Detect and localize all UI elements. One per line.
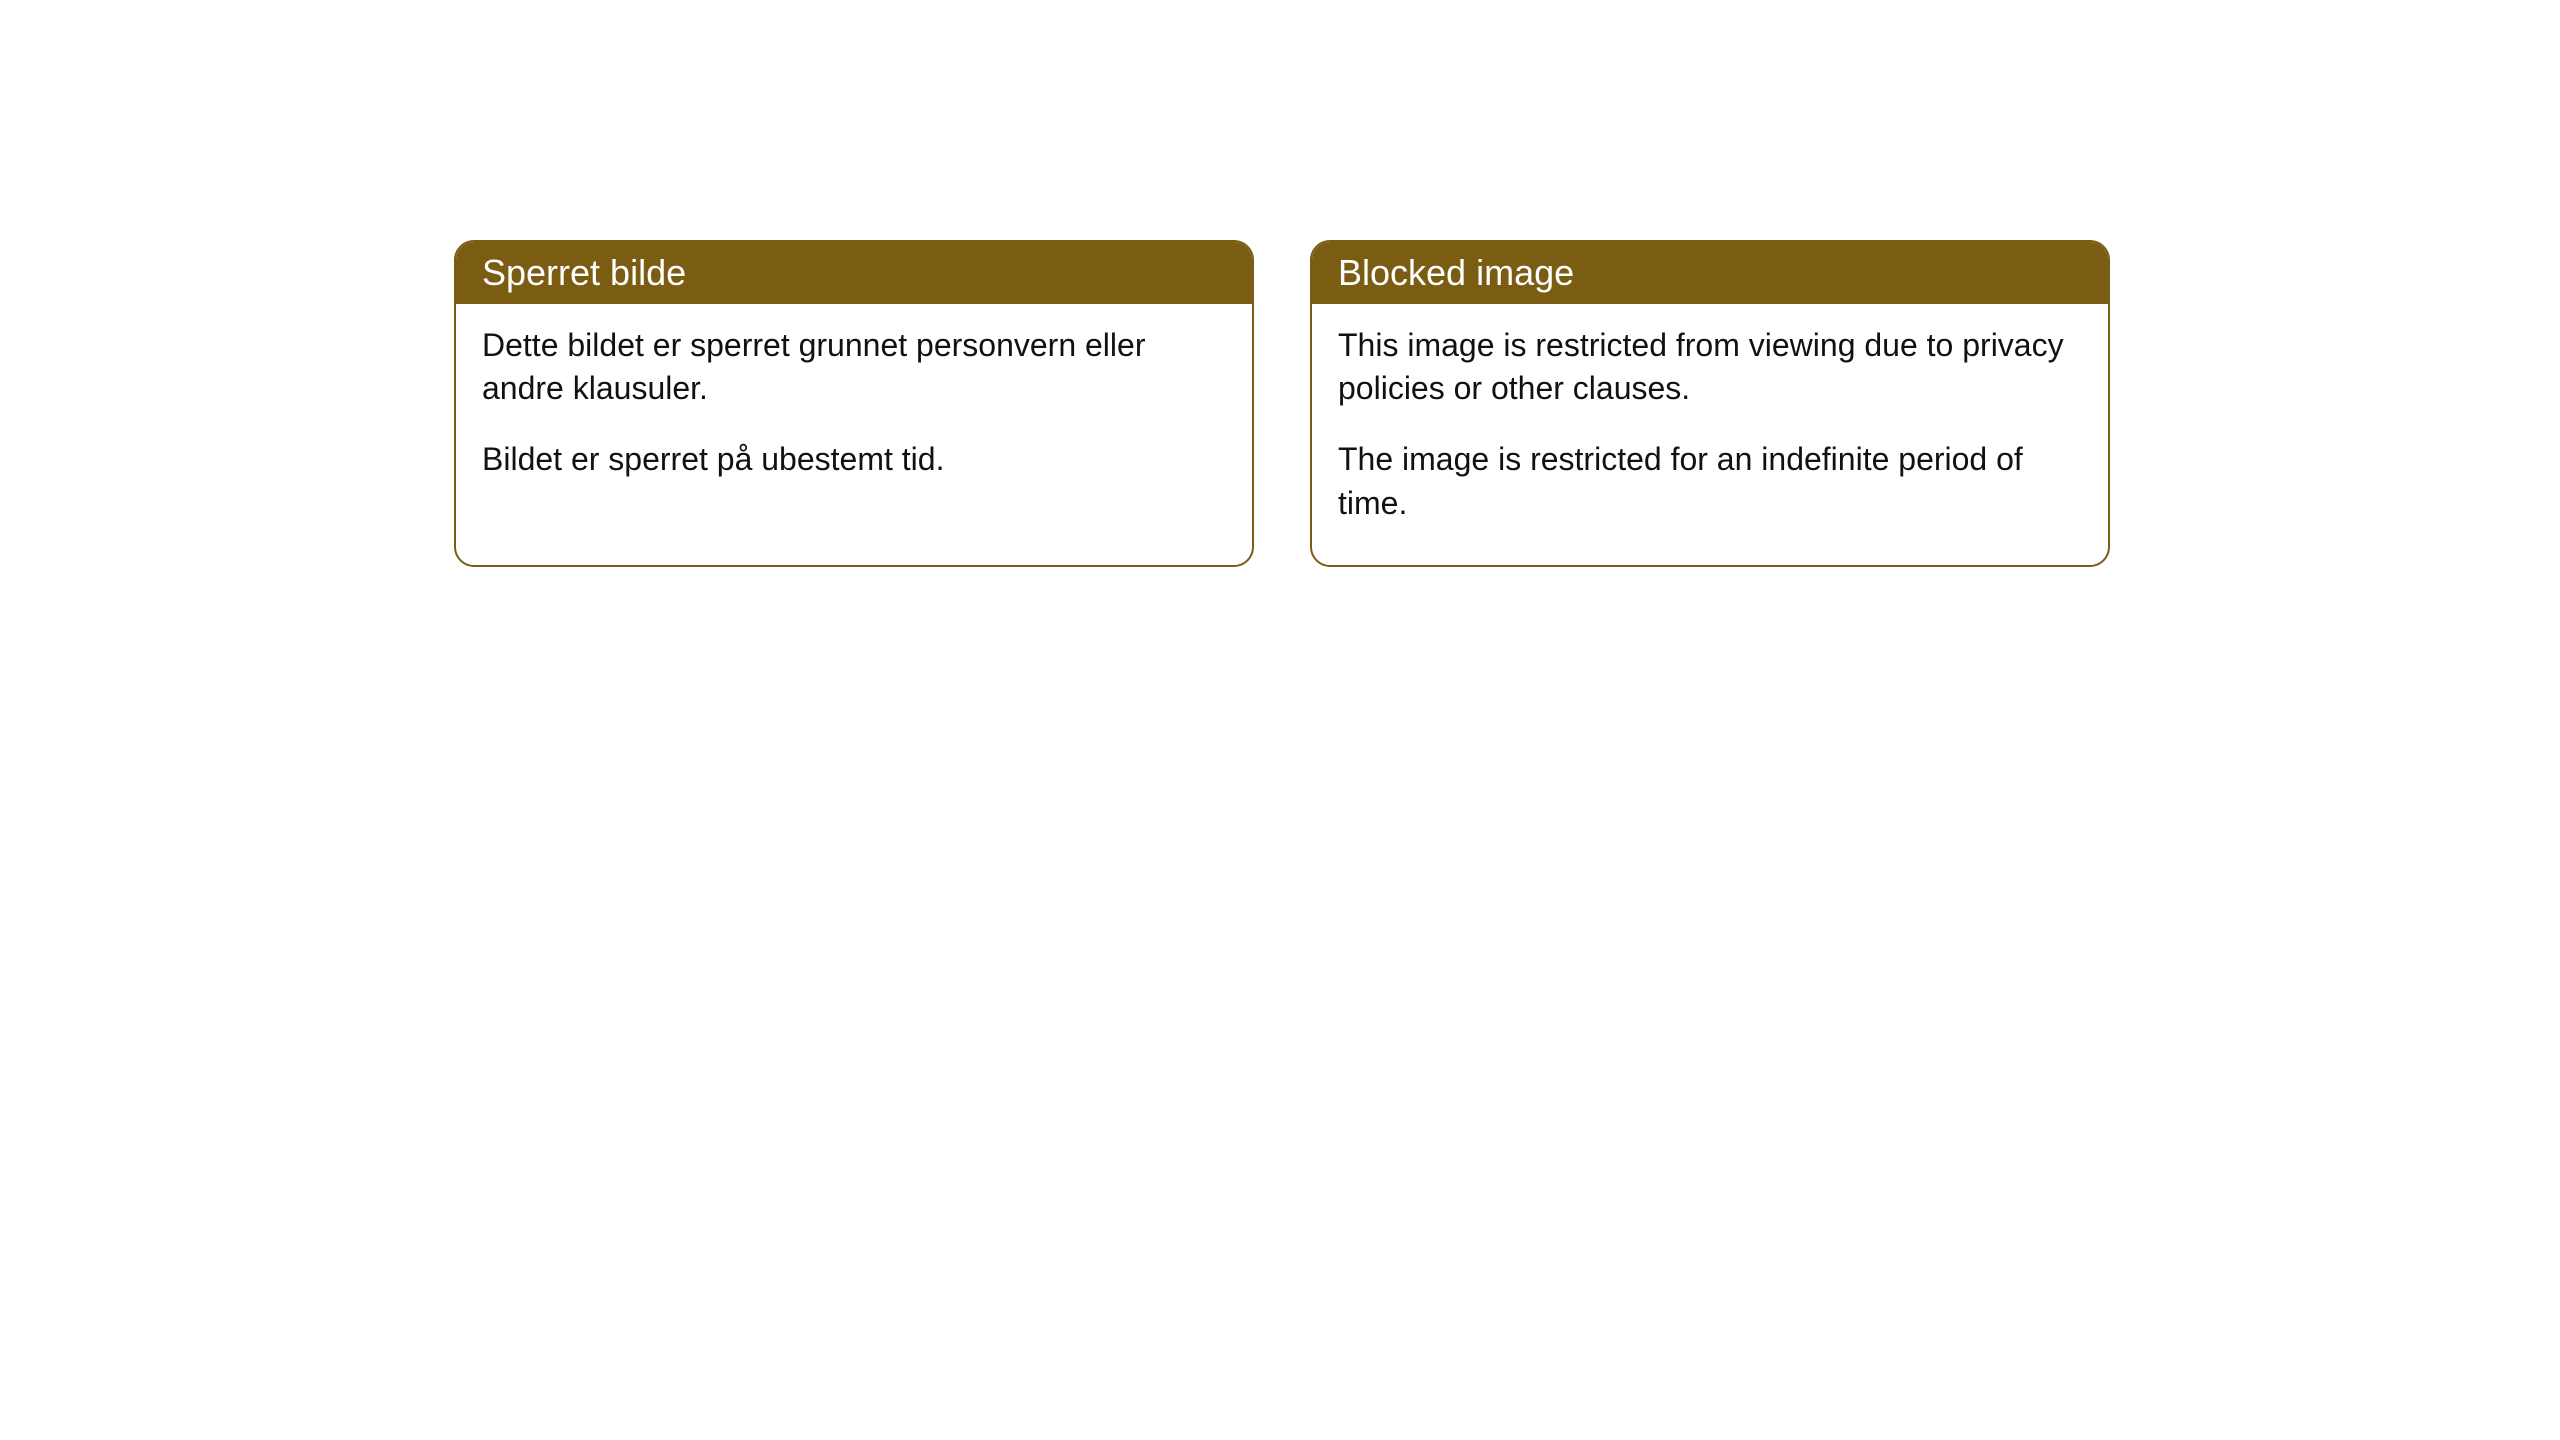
card-body-en: This image is restricted from viewing du… xyxy=(1312,304,2108,565)
card-text-no-1: Dette bildet er sperret grunnet personve… xyxy=(482,324,1226,410)
card-header-en: Blocked image xyxy=(1312,242,2108,304)
blocked-image-card-no: Sperret bilde Dette bildet er sperret gr… xyxy=(454,240,1254,567)
blocked-image-card-en: Blocked image This image is restricted f… xyxy=(1310,240,2110,567)
card-text-en-2: The image is restricted for an indefinit… xyxy=(1338,438,2082,524)
card-text-en-1: This image is restricted from viewing du… xyxy=(1338,324,2082,410)
card-header-no: Sperret bilde xyxy=(456,242,1252,304)
cards-container: Sperret bilde Dette bildet er sperret gr… xyxy=(454,240,2110,567)
card-body-no: Dette bildet er sperret grunnet personve… xyxy=(456,304,1252,522)
card-text-no-2: Bildet er sperret på ubestemt tid. xyxy=(482,438,1226,481)
